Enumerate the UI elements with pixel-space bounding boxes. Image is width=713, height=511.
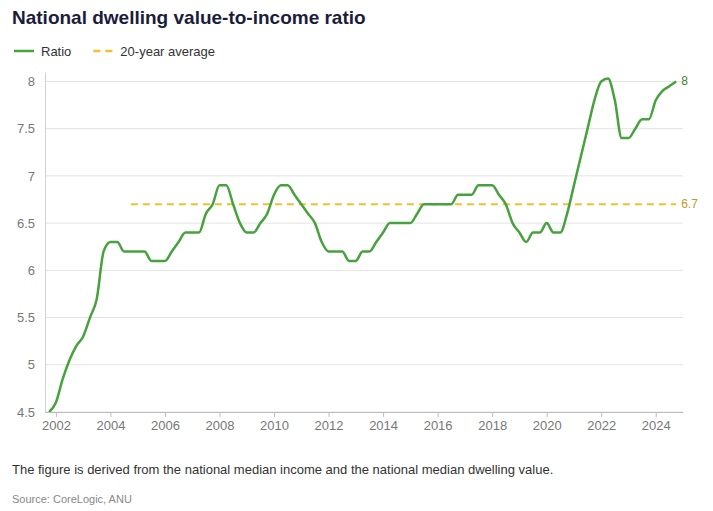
grid-line	[45, 412, 683, 413]
legend-label: Ratio	[41, 44, 71, 59]
x-tick: 2016	[424, 412, 453, 433]
y-tick: 6	[28, 263, 45, 278]
x-tick-label: 2012	[315, 418, 344, 433]
x-axis: 2002 2004 2006 2008 2010 2012 2014 2016 2018 2020…	[42, 412, 684, 433]
y-tick-label: 8	[28, 74, 35, 89]
y-tick-label: 6	[28, 263, 35, 278]
x-tick: 2022	[587, 412, 616, 433]
x-tick: 2002	[42, 412, 71, 433]
y-axis: 4.5 5 5.5 6 6.5 7 7.5 8	[17, 73, 46, 420]
grid-line	[45, 317, 683, 318]
x-tick: 2006	[151, 412, 180, 433]
legend-label: 20-year average	[120, 44, 215, 59]
x-tick: 2024	[642, 412, 671, 433]
x-tick-label: 2004	[96, 418, 125, 433]
chart: National dwelling value-to-income ratio 4…	[0, 0, 713, 511]
y-tick-label: 4.5	[17, 405, 35, 420]
x-tick-mark	[274, 412, 275, 417]
grid-line	[45, 270, 683, 271]
annotation: 8	[681, 74, 688, 88]
annotation: 6.7	[681, 197, 698, 211]
x-tick-mark	[438, 412, 439, 417]
x-tick-mark	[601, 412, 602, 417]
grid-line	[45, 223, 683, 224]
x-axis-line	[46, 412, 684, 413]
x-tick-label: 2022	[587, 418, 616, 433]
x-tick-mark	[492, 412, 493, 417]
y-tick: 7.5	[17, 121, 45, 136]
grid-line	[45, 81, 683, 82]
y-tick-label: 5	[28, 357, 35, 372]
y-tick-label: 7.5	[17, 121, 35, 136]
x-tick-label: 2018	[478, 418, 507, 433]
x-tick-mark	[656, 412, 657, 417]
x-tick-label: 2002	[42, 418, 71, 433]
legend-swatch	[93, 50, 113, 53]
x-tick-mark	[56, 412, 57, 417]
x-tick-mark	[219, 412, 220, 417]
x-tick-mark	[329, 412, 330, 417]
title: National dwelling value-to-income ratio	[12, 7, 366, 28]
x-tick-label: 2024	[642, 418, 671, 433]
y-tick: 6.5	[17, 216, 45, 231]
x-tick-mark	[110, 412, 111, 417]
x-tick: 2004	[96, 412, 125, 433]
x-tick-label: 2008	[206, 418, 235, 433]
y-tick-label: 7	[28, 169, 35, 184]
x-tick-label: 2010	[260, 418, 289, 433]
x-tick-label: 2016	[424, 418, 453, 433]
x-tick-mark	[165, 412, 166, 417]
y-tick: 5	[28, 357, 45, 372]
x-tick-label: 2020	[533, 418, 562, 433]
x-tick-mark	[547, 412, 548, 417]
note: The figure is derived from the national …	[12, 462, 553, 477]
y-tick: 7	[28, 169, 45, 184]
y-tick: 4.5	[17, 405, 45, 420]
y-axis-line	[45, 73, 46, 413]
x-tick: 2008	[206, 412, 235, 433]
x-tick: 2020	[533, 412, 562, 433]
x-tick-label: 2014	[369, 418, 398, 433]
x-tick: 2012	[315, 412, 344, 433]
y-tick-label: 5.5	[17, 310, 35, 325]
x-tick: 2014	[369, 412, 398, 433]
legend-swatch	[14, 50, 34, 53]
x-tick: 2010	[260, 412, 289, 433]
y-tick-label: 6.5	[17, 216, 35, 231]
source: Source: CoreLogic, ANU	[12, 493, 132, 505]
series-line	[49, 79, 676, 412]
grid-line	[45, 175, 683, 176]
x-tick: 2018	[478, 412, 507, 433]
plot-area	[49, 79, 676, 412]
legend-item: Ratio	[14, 44, 71, 59]
x-tick-mark	[383, 412, 384, 417]
y-tick: 5.5	[17, 310, 45, 325]
legend-item: 20-year average	[93, 44, 215, 59]
grid-line	[45, 364, 683, 365]
x-tick-label: 2006	[151, 418, 180, 433]
legend: Ratio 20-year average	[14, 44, 215, 59]
y-tick: 8	[28, 74, 45, 89]
